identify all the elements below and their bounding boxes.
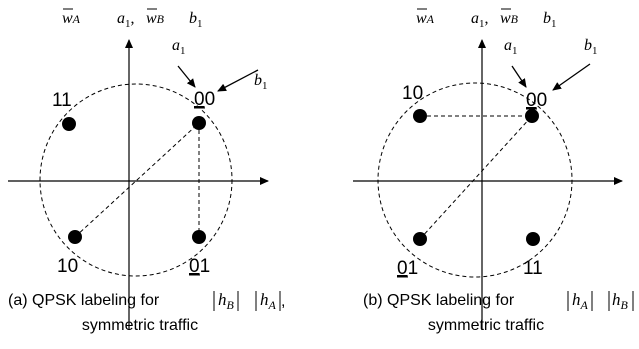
header-a1: a1, [117, 10, 135, 30]
caption-a-line1: (a) QPSK labeling for [8, 292, 160, 309]
pointer-a1-label: a1 [504, 37, 518, 57]
label-bottom-left: 10 [57, 256, 78, 277]
header-wa: wA [416, 10, 435, 27]
panel-b-caption: (b) QPSK labeling for hA hB symmetric tr… [363, 290, 634, 334]
panel-a: wA a1, wB b1 11 10 00 01 a1 b1 [8, 8, 285, 334]
constellation-circle [39, 83, 233, 277]
label-top-right: 00 [526, 90, 547, 111]
panel-b: wA a1, wB b1 10 00 01 11 a1 b1 [353, 8, 634, 334]
caption-b-hb: hB [612, 290, 629, 312]
caption-b-line2: symmetric traffic [428, 317, 544, 334]
header-wb: wB [146, 10, 165, 27]
label-bottom-right: 01 [189, 256, 210, 277]
header-b1: b1 [543, 10, 557, 30]
pointer-b1-label: b1 [254, 72, 268, 92]
label-bottom-right: 11 [523, 258, 543, 279]
label-top-left: 11 [52, 90, 72, 111]
caption-b-ha: hA [572, 290, 589, 312]
constellation-circle [377, 82, 573, 278]
caption-a-ha: hA [260, 290, 277, 312]
point-top-right [525, 109, 539, 123]
point-top-left [62, 117, 76, 131]
caption-a-line2: symmetric traffic [82, 317, 198, 334]
point-bottom-right [526, 232, 540, 246]
point-bottom-right [192, 230, 206, 244]
pointer-a1-arrow [177, 65, 196, 88]
pointer-a1-arrow [511, 65, 527, 88]
panel-a-header: wA a1, wB b1 [62, 8, 203, 30]
header-b1: b1 [189, 10, 203, 30]
pointer-a1-label: a1 [172, 37, 186, 57]
pointer-b1-label: b1 [584, 37, 598, 57]
panel-a-caption: (a) QPSK labeling for hB hA , symmetric … [8, 290, 285, 334]
label-top-left: 10 [402, 83, 423, 104]
point-top-right [192, 116, 206, 130]
caption-a-hb: hB [218, 290, 235, 312]
label-bottom-left: 01 [397, 258, 418, 279]
connector-diagonal [419, 115, 533, 240]
panel-b-header: wA a1, wB b1 [416, 8, 557, 30]
header-wa: wA [62, 10, 81, 27]
point-top-left [413, 109, 427, 123]
pointer-b1-arrow [552, 63, 591, 91]
pointer-b1-arrow [217, 69, 259, 92]
caption-a-trailing: , [281, 293, 285, 310]
caption-b-line1: (b) QPSK labeling for [363, 292, 515, 309]
connector-diagonal [74, 122, 200, 238]
header-a1: a1, [471, 10, 489, 30]
point-bottom-left [413, 232, 427, 246]
point-bottom-left [68, 230, 82, 244]
label-top-right: 00 [194, 89, 215, 110]
header-wb: wB [500, 10, 519, 27]
